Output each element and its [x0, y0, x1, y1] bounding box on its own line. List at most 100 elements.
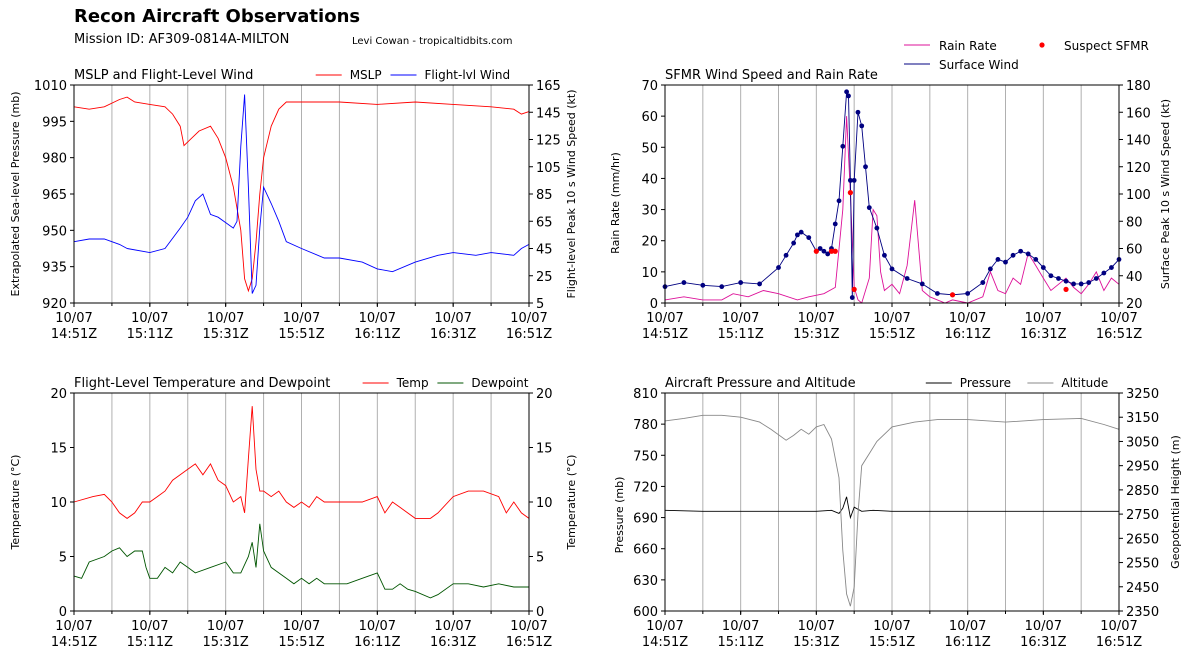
x-tick-label-date: 10/07	[131, 311, 168, 326]
x-tick-label-date: 10/07	[1025, 619, 1062, 634]
legend-label: Altitude	[1061, 376, 1108, 390]
x-tick-label-time: 15:31Z	[793, 635, 839, 650]
surface-wind-point	[798, 229, 804, 235]
surface-wind-point	[795, 232, 800, 238]
x-tick-label-date: 10/07	[1025, 311, 1062, 326]
surface-wind-point	[836, 198, 842, 204]
y-tick-label: 40	[641, 172, 658, 187]
x-tick-label-date: 10/07	[510, 619, 547, 634]
y-axis-label: Pressure (mb)	[613, 477, 626, 554]
x-tick-label-date: 10/07	[55, 311, 92, 326]
y2-tick-label: 40	[1126, 270, 1143, 285]
surface-wind-point	[783, 252, 789, 258]
panel-title: Aircraft Pressure and Altitude	[665, 376, 856, 391]
x-tick-label-date: 10/07	[283, 619, 320, 634]
y-tick-label: 10	[50, 496, 67, 511]
suspect-sfmr-point	[847, 190, 853, 196]
legend-label: Dewpoint	[471, 376, 528, 390]
y-tick-label: 20	[641, 235, 658, 250]
legend-label: Flight-lvl Wind	[425, 68, 511, 82]
surface-wind-point	[1093, 276, 1099, 281]
y2-tick-label: 3050	[1126, 435, 1159, 450]
y2-tick-label: 60	[1126, 243, 1143, 258]
surface-wind-point	[1063, 278, 1069, 284]
y2-axis-label: Flight-level Peak 10 s Wind Speed (kt)	[565, 89, 578, 298]
panel-title: Flight-Level Temperature and Dewpoint	[74, 376, 330, 391]
x-tick-label-time: 16:51Z	[506, 635, 552, 650]
surface-wind-point	[919, 281, 925, 287]
surface-wind-point	[965, 291, 971, 296]
legend-label: Surface Wind	[939, 58, 1019, 72]
surface-wind-point	[980, 280, 986, 285]
suspect-sfmr-point	[832, 248, 838, 254]
y2-tick-label: 120	[1126, 161, 1151, 176]
y2-tick-label: 15	[536, 442, 553, 457]
y2-tick-label: 85	[536, 188, 553, 203]
flight-lvl-wind-line	[73, 94, 530, 294]
surface-wind-point	[1018, 248, 1024, 254]
surface-wind-point	[681, 280, 687, 285]
surface-wind-point	[847, 177, 853, 183]
x-tick-label-time: 16:31Z	[430, 327, 476, 342]
surface-wind-point	[1101, 270, 1107, 276]
y2-tick-label: 2950	[1126, 460, 1159, 475]
y-tick-label: 950	[42, 224, 67, 239]
x-tick-label-date: 10/07	[646, 311, 683, 326]
surface-wind-point	[1025, 251, 1031, 257]
y-tick-label: 60	[641, 110, 658, 125]
x-tick-label-time: 14:51Z	[642, 635, 688, 650]
y2-tick-label: 80	[1126, 215, 1143, 230]
y-tick-label: 630	[633, 574, 658, 589]
surface-wind-point	[817, 246, 823, 251]
altitude-line	[664, 414, 1120, 607]
y2-tick-label: 2850	[1126, 484, 1159, 499]
legend-label: Rain Rate	[939, 39, 997, 53]
y2-tick-label: 125	[536, 134, 561, 149]
x-tick-label-date: 10/07	[1100, 619, 1137, 634]
surface-wind-point	[859, 123, 865, 129]
x-tick-label-time: 16:11Z	[354, 635, 400, 650]
surface-wind-point	[806, 235, 812, 241]
suspect-sfmr-point	[828, 248, 835, 254]
surface-wind-point	[738, 280, 744, 285]
y2-tick-label: 2750	[1126, 508, 1159, 523]
y2-tick-label: 0	[536, 605, 544, 620]
x-tick-label-time: 15:51Z	[278, 327, 324, 342]
x-tick-label-time: 14:51Z	[51, 635, 97, 650]
x-tick-label-date: 10/07	[1100, 311, 1137, 326]
y-tick-label: 0	[650, 297, 658, 312]
surface-wind-point	[1078, 281, 1084, 287]
y-tick-label: 50	[641, 141, 658, 156]
y-tick-label: 70	[641, 79, 658, 94]
y-tick-label: 5	[59, 551, 67, 566]
y-tick-label: 810	[633, 387, 658, 402]
suspect-sfmr-point	[949, 292, 956, 298]
x-tick-label-time: 15:11Z	[717, 327, 763, 342]
x-tick-label-time: 15:31Z	[793, 327, 839, 342]
surface-wind-point	[1040, 265, 1046, 270]
y2-tick-label: 160	[1126, 106, 1151, 121]
rain-rate-line	[664, 116, 1120, 304]
y2-tick-label: 25	[536, 270, 553, 285]
surface-wind-point	[935, 291, 940, 296]
surface-wind-point	[1071, 281, 1076, 287]
legend-label: Temp	[396, 376, 429, 390]
panel-1: 920 935 950 965 980 995 1010 5 25 45 65 85 105 125 145…	[9, 68, 578, 342]
surface-wind-point	[757, 281, 762, 287]
surface-wind-point	[889, 266, 895, 272]
y-tick-label: 920	[42, 297, 67, 312]
surface-wind-point	[1109, 265, 1114, 270]
y-tick-label: 965	[42, 188, 67, 203]
y2-tick-label: 100	[1126, 188, 1151, 203]
surface-wind-point	[719, 284, 725, 290]
surface-wind-point	[849, 295, 855, 300]
y-tick-label: 750	[633, 449, 658, 464]
panel-2: 0 10 20 30 40 50 60 70 20 40 60 80 100 120 140 160 180 10…	[609, 39, 1172, 342]
surface-wind-point	[844, 89, 849, 95]
x-tick-label-time: 15:51Z	[869, 635, 915, 650]
panel-3: 051015200510152010/0714:51Z10/0715:11Z10…	[9, 376, 578, 650]
y2-tick-label: 145	[536, 106, 561, 121]
surface-wind-point	[855, 109, 861, 115]
x-tick-label-date: 10/07	[359, 619, 396, 634]
x-tick-label-time: 16:51Z	[1096, 635, 1142, 650]
